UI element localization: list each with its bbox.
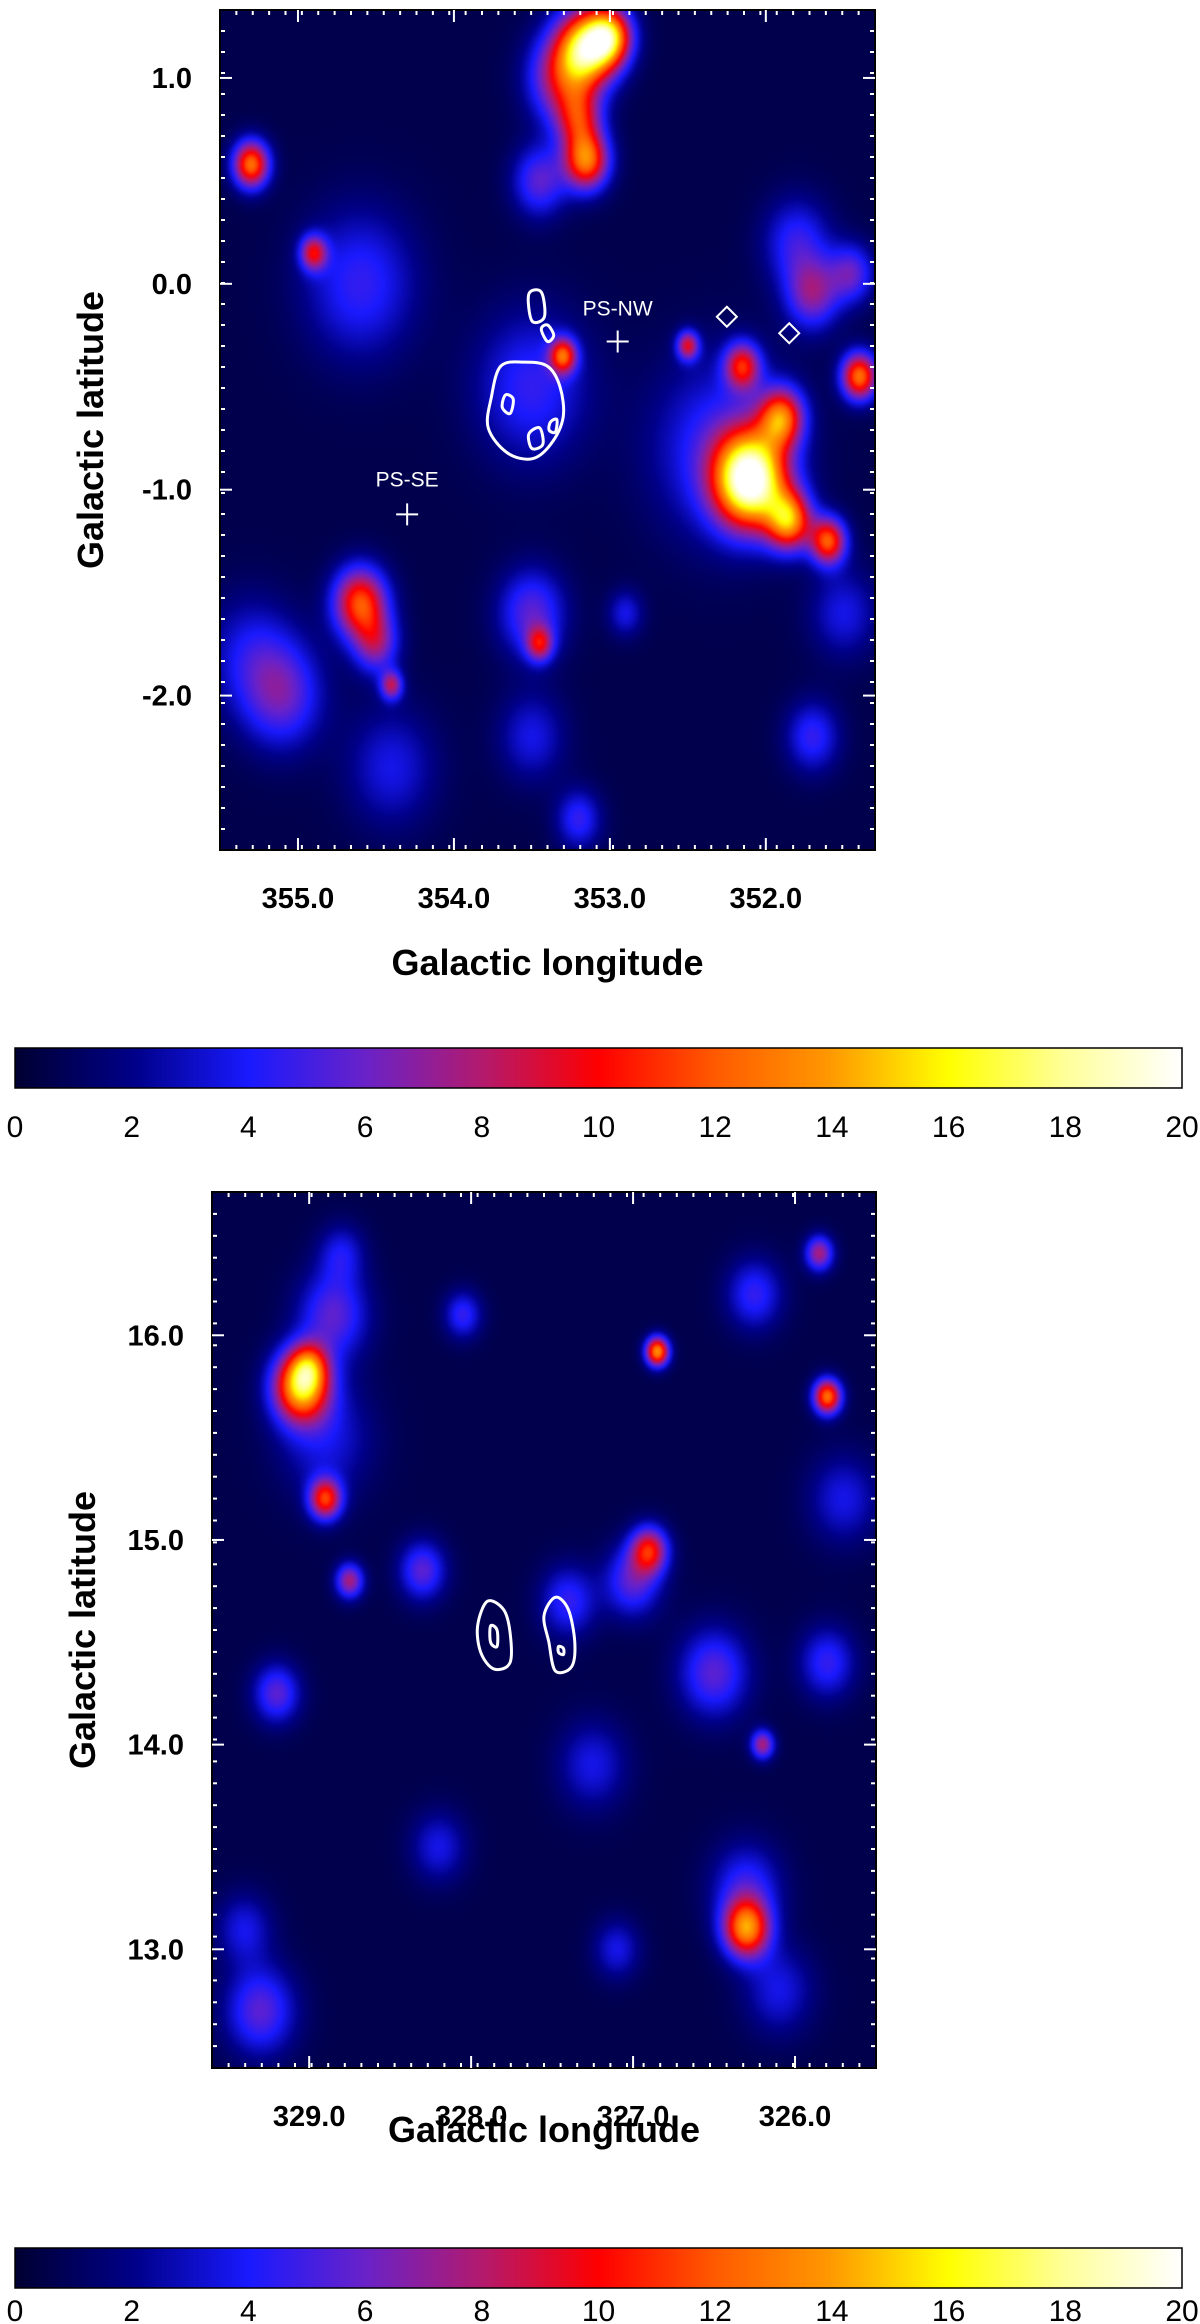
plot-frame-top [219,9,876,851]
x-tick-label: 354.0 [418,883,491,915]
colorbar-tick-label: 8 [473,1111,490,1144]
point-source-cross-marker [606,330,629,353]
colorbar-tick-label: 10 [582,1111,615,1144]
colorbar-bottom: 0 2 4 6 8 10 12 14 16 18 20 [7,2247,1199,2324]
colorbar-tick-label: 20 [1165,2295,1198,2324]
contour-2 [526,426,545,451]
x-axis-title-top: Galactic longitude [391,942,703,983]
panel-bottom: 329.0 328.0 327.0 326.0 16.0 15.0 14.0 13.0 Ga… [62,1191,877,2150]
contours-bottom [475,1595,577,1675]
colorbar-tick-label: 6 [357,1111,374,1144]
contour-1 [488,1623,500,1649]
x-tick-label: 328.0 [435,2101,508,2133]
contour-0 [475,1599,513,1672]
y-tick-label: 13.0 [128,1934,184,1966]
y-tick-label: 14.0 [128,1730,184,1762]
colorbar-frame-bottom [14,2247,1183,2289]
panel-top: PS-SE PS-NW 355.0 354.0 353.0 352.0 1.0 0.0 -1… [70,9,876,983]
colorbar-tick-label: 2 [123,2295,140,2324]
colorbar-tick-label: 0 [7,2295,24,2324]
contour-4 [526,288,547,325]
contour-3 [556,1644,566,1657]
colorbar-tick-label: 16 [932,1111,965,1144]
y-tick-label: 15.0 [128,1525,184,1557]
x-ticks-top: 355.0 354.0 353.0 352.0 [262,10,802,915]
colorbar-tick-label: 20 [1165,1111,1198,1144]
y-tick-label: -2.0 [142,681,192,713]
colorbar-tick-label: 4 [240,1111,257,1144]
colorbar-tick-label: 10 [582,2295,615,2324]
x-ticks-bottom: 329.0 328.0 327.0 326.0 [273,1192,831,2133]
plot-frame-bottom [211,1191,877,2069]
colorbar-tick-label: 14 [815,1111,848,1144]
colorbar-tick-label: 6 [357,2295,374,2324]
contour-0 [485,360,566,461]
colorbar-ticks-bottom: 0 2 4 6 8 10 12 14 16 18 20 [7,2295,1199,2324]
x-tick-label: 329.0 [273,2101,346,2133]
colorbar-tick-label: 16 [932,2295,965,2324]
annotation-label: PS-NW [583,298,653,321]
minor-ticks-bottom [213,1193,875,2067]
colorbar-tick-label: 0 [7,1111,24,1144]
colorbar-frame-top [14,1047,1183,1089]
colorbar-ticks-top: 0 2 4 6 8 10 12 14 16 18 20 [7,1111,1199,1144]
diamond-marker [715,305,739,329]
y-tick-label: 0.0 [152,269,192,301]
y-ticks-bottom: 16.0 15.0 14.0 13.0 [128,1320,876,1966]
x-axis-title-bottom: Galactic longitude [388,2109,700,2150]
colorbar-tick-label: 14 [815,2295,848,2324]
y-tick-label: 16.0 [128,1320,184,1352]
colorbar-tick-label: 12 [699,1111,732,1144]
x-tick-label: 353.0 [574,883,647,915]
point-source-cross-marker [396,503,419,526]
colorbar-gradient-top [15,1048,1182,1088]
diamond-marker [777,321,801,345]
x-tick-label: 355.0 [262,883,335,915]
colorbar-tick-label: 4 [240,2295,257,2324]
colorbar-top: 0 2 4 6 8 10 12 14 16 18 20 [7,1047,1199,1144]
colorbar-tick-label: 2 [123,1111,140,1144]
annotations-top: PS-SE PS-NW [376,298,653,492]
y-axis-title-bottom: Galactic latitude [62,1491,103,1769]
y-tick-label: 1.0 [152,63,192,95]
x-tick-label: 352.0 [730,883,803,915]
contour-3 [547,417,559,435]
y-tick-label: -1.0 [142,475,192,507]
heatmap-image-bottom [212,1192,876,2068]
contour-2 [542,1595,577,1675]
colorbar-tick-label: 18 [1049,2295,1082,2324]
heatmap-image-top [220,10,875,850]
colorbar-tick-label: 12 [699,2295,732,2324]
contours-top [485,288,566,461]
x-tick-label: 327.0 [597,2101,670,2133]
annotation-label: PS-SE [376,468,439,491]
markers-top [396,305,801,526]
contour-1 [500,393,515,416]
colorbar-tick-label: 8 [473,2295,490,2324]
contour-5 [539,323,556,344]
y-ticks-top: 1.0 0.0 -1.0 -2.0 [142,63,875,713]
x-tick-label: 326.0 [759,2101,832,2133]
colorbar-gradient-bottom [15,2248,1182,2288]
y-axis-title-top: Galactic latitude [70,291,111,569]
colorbar-tick-label: 18 [1049,1111,1082,1144]
